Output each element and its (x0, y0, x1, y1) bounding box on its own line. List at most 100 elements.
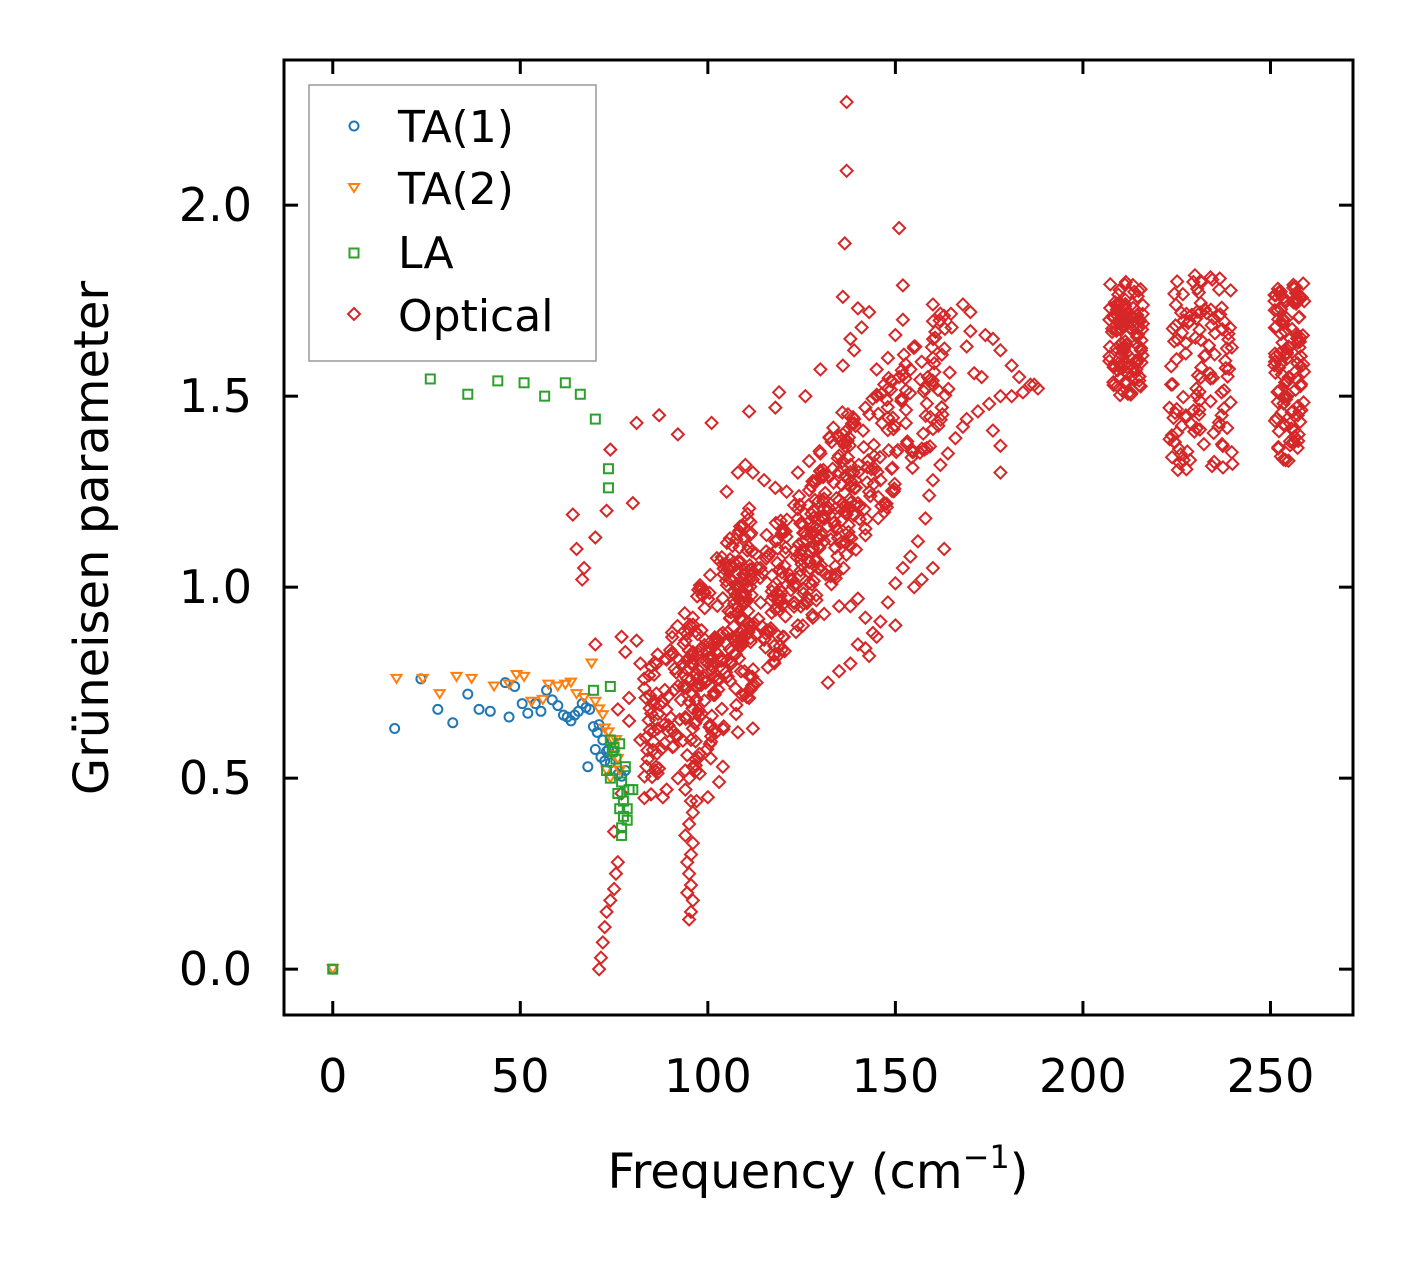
point-optical (668, 665, 684, 680)
point-optical (959, 411, 975, 427)
point-optical (925, 297, 941, 312)
point-optical (1284, 321, 1300, 337)
point-optical (801, 453, 817, 469)
point-optical (926, 364, 942, 380)
point-optical (621, 690, 637, 706)
point-optical (1106, 310, 1122, 326)
point-optical (772, 646, 787, 662)
point-optical (1178, 346, 1194, 361)
point-optical (912, 372, 928, 388)
point-optical (656, 717, 672, 733)
point-optical (831, 464, 847, 480)
point-optical (743, 525, 759, 541)
point-optical (932, 313, 948, 328)
point-optical (880, 399, 896, 415)
point-la (602, 463, 614, 475)
point-optical (869, 387, 885, 403)
point-optical (1279, 310, 1295, 326)
point-optical (839, 504, 854, 520)
point-optical (711, 774, 727, 790)
point-optical (791, 488, 807, 504)
point-optical (774, 565, 790, 580)
point-optical (1267, 346, 1283, 362)
point-ta2 (487, 681, 501, 693)
point-optical (841, 524, 856, 540)
point-optical (772, 602, 788, 618)
point-optical (1189, 381, 1204, 396)
point-optical (719, 577, 735, 593)
point-optical (842, 331, 858, 347)
point-optical (1219, 340, 1235, 356)
point-optical (744, 669, 760, 685)
point-optical (700, 789, 716, 805)
point-optical (668, 727, 683, 743)
point-optical (1204, 458, 1220, 474)
point-optical (661, 717, 676, 733)
point-optical (702, 567, 718, 583)
x-tick-label: 250 (1227, 1049, 1315, 1103)
point-optical (885, 421, 901, 437)
point-optical (1123, 385, 1139, 401)
point-optical (1223, 283, 1239, 298)
point-optical (1118, 274, 1134, 290)
point-optical (851, 457, 867, 473)
point-optical (1193, 332, 1209, 348)
point-optical (919, 396, 935, 411)
x-axis-label: Frequency (cm−1) (607, 1138, 1028, 1200)
point-la (621, 814, 633, 826)
point-optical (1015, 384, 1031, 400)
point-optical (753, 595, 769, 610)
point-optical (925, 373, 941, 389)
point-optical (766, 655, 782, 671)
point-la (627, 784, 639, 796)
point-optical (817, 485, 833, 501)
point-optical (718, 664, 734, 680)
point-ta1 (584, 703, 596, 715)
point-optical (1292, 289, 1307, 305)
point-optical (1293, 348, 1309, 364)
point-optical (820, 675, 836, 691)
point-optical (840, 406, 856, 422)
point-optical (805, 540, 821, 556)
point-optical (733, 634, 749, 650)
legend-item-optical: Optical (346, 291, 553, 342)
point-optical (802, 553, 817, 569)
point-optical (1288, 279, 1304, 295)
point-optical (1170, 332, 1186, 347)
point-ta2 (541, 679, 556, 691)
point-optical (1282, 415, 1298, 431)
point-optical (827, 558, 843, 574)
point-optical (869, 464, 885, 480)
point-optical (914, 354, 930, 370)
point-optical (1288, 296, 1304, 312)
point-optical (869, 629, 885, 645)
point-optical (1115, 383, 1131, 399)
point-optical (831, 663, 847, 679)
point-optical (1133, 340, 1149, 356)
point-optical (1132, 312, 1147, 327)
point-ta2 (558, 679, 573, 691)
point-optical (933, 306, 948, 322)
point-optical (831, 448, 847, 464)
point-optical (670, 770, 686, 786)
point-optical (1030, 381, 1046, 396)
point-optical (814, 562, 830, 578)
point-optical (834, 477, 850, 493)
point-optical (729, 576, 745, 592)
point-optical (833, 535, 848, 551)
point-optical (874, 415, 890, 431)
point-optical (643, 786, 659, 802)
point-optical (1268, 287, 1284, 303)
point-ta1 (516, 698, 528, 710)
point-optical (657, 735, 672, 751)
point-optical (694, 706, 710, 722)
point-optical (1173, 305, 1189, 321)
point-optical (677, 782, 693, 798)
point-optical (1106, 357, 1122, 373)
point-optical (1178, 410, 1194, 425)
point-optical (918, 408, 934, 424)
point-optical (733, 632, 749, 647)
point-ta2 (536, 694, 550, 706)
point-optical (1277, 294, 1293, 310)
point-optical (1166, 333, 1182, 349)
